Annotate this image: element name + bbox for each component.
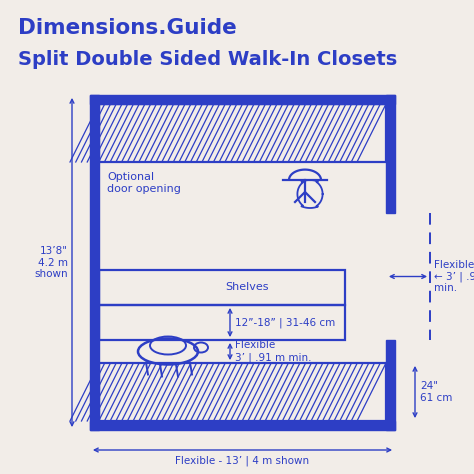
Text: Split Double Sided Walk-In Closets: Split Double Sided Walk-In Closets — [18, 50, 397, 69]
Text: 12”-18” | 31-46 cm: 12”-18” | 31-46 cm — [235, 317, 335, 328]
Text: Flexible
3’ | .91 m min.: Flexible 3’ | .91 m min. — [235, 340, 311, 363]
Text: Shelves: Shelves — [225, 283, 269, 292]
Bar — [90, 421, 395, 430]
Bar — [90, 95, 395, 104]
Bar — [90, 95, 99, 430]
Text: 13’8"
4.2 m
shown: 13’8" 4.2 m shown — [35, 246, 68, 279]
Text: Flexible - 13’ | 4 m shown: Flexible - 13’ | 4 m shown — [175, 455, 310, 465]
Bar — [99, 104, 386, 162]
Text: Dimensions.Guide: Dimensions.Guide — [18, 18, 237, 38]
Bar — [99, 363, 386, 421]
Text: 24"
61 cm: 24" 61 cm — [420, 381, 452, 403]
Text: Optional
door opening: Optional door opening — [107, 172, 181, 193]
Bar — [386, 95, 395, 213]
Bar — [386, 340, 395, 430]
Text: Flexible
← 3’ | .91 m →
min.: Flexible ← 3’ | .91 m → min. — [434, 260, 474, 293]
Bar — [99, 305, 345, 340]
Bar — [99, 270, 345, 305]
